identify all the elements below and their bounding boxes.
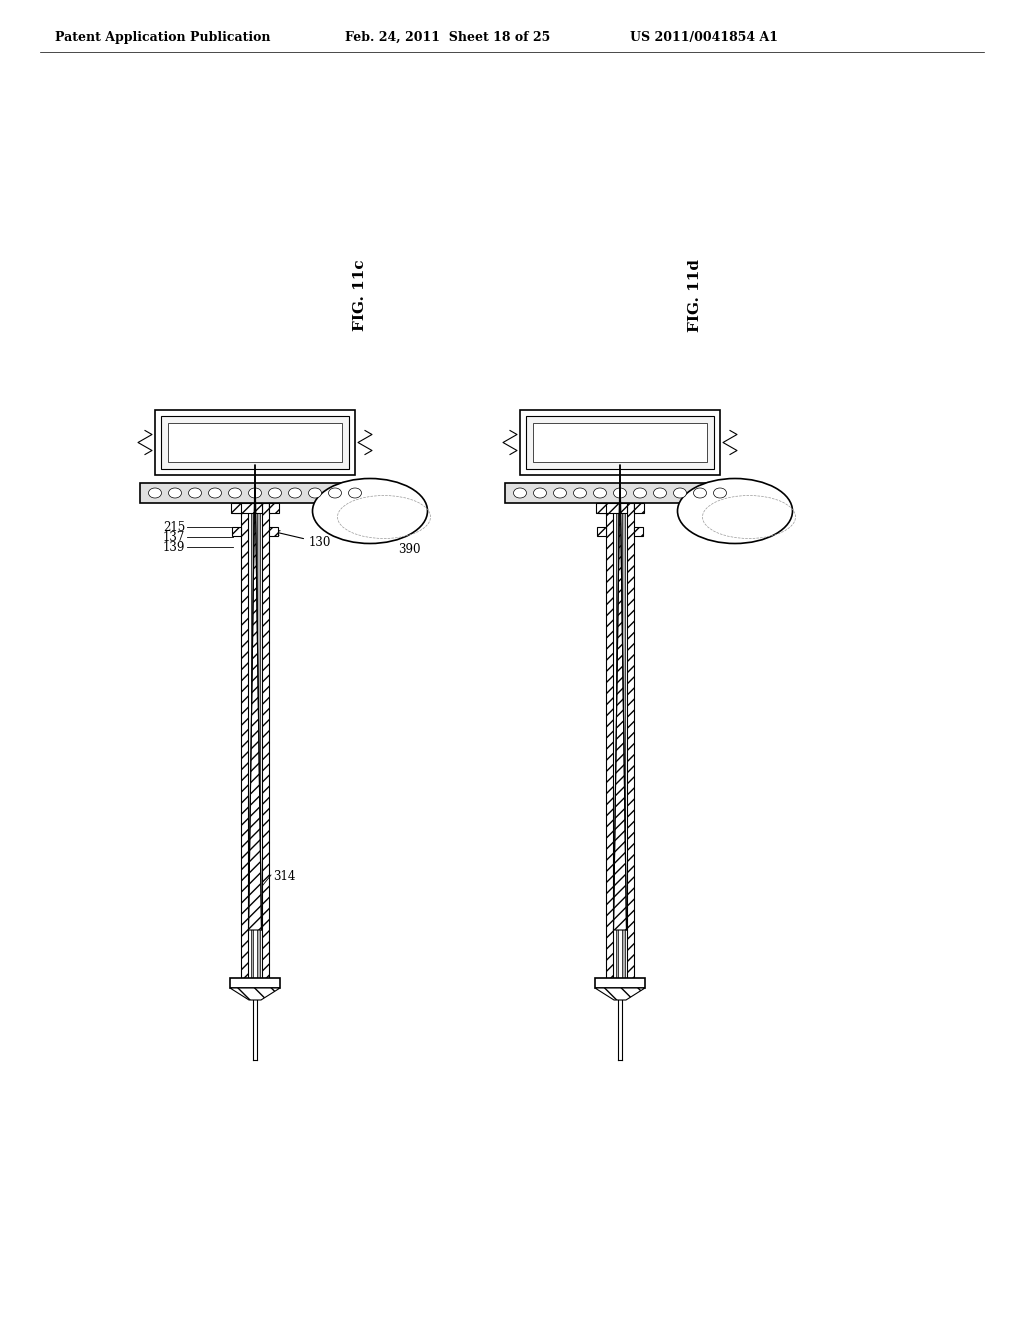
Bar [597, 527, 606, 536]
Bar [234, 503, 262, 513]
Ellipse shape [308, 488, 322, 498]
Ellipse shape [693, 488, 707, 498]
Text: FIG. 11d: FIG. 11d [688, 259, 702, 331]
Bar [251, 503, 253, 990]
Ellipse shape [188, 488, 202, 498]
Bar [230, 978, 280, 987]
Ellipse shape [148, 488, 162, 498]
Bar [627, 503, 634, 990]
Bar [526, 416, 714, 469]
Ellipse shape [674, 488, 686, 498]
Bar [599, 503, 627, 513]
Bar [634, 527, 643, 536]
Ellipse shape [268, 488, 282, 498]
Bar [534, 422, 707, 462]
Ellipse shape [209, 488, 221, 498]
Text: US 2011/0041854 A1: US 2011/0041854 A1 [630, 30, 778, 44]
Bar [232, 527, 241, 536]
Ellipse shape [714, 488, 726, 498]
Bar [505, 483, 735, 503]
Bar [595, 978, 645, 987]
Ellipse shape [678, 479, 793, 544]
Bar [606, 503, 613, 990]
Bar [622, 503, 625, 990]
Bar [520, 411, 720, 475]
Text: 390: 390 [398, 543, 421, 556]
Polygon shape [230, 987, 280, 1001]
Bar [634, 503, 644, 513]
Text: Patent Application Publication: Patent Application Publication [55, 30, 270, 44]
Bar [634, 503, 636, 513]
Ellipse shape [329, 488, 341, 498]
Bar [262, 503, 269, 990]
Text: 139: 139 [163, 541, 185, 554]
Bar [140, 483, 370, 503]
Bar [155, 411, 355, 475]
Bar [257, 503, 259, 990]
Ellipse shape [513, 488, 526, 498]
Bar [241, 503, 248, 990]
Bar [161, 416, 349, 469]
Bar [231, 503, 241, 513]
Bar [269, 527, 278, 536]
Ellipse shape [289, 488, 301, 498]
Ellipse shape [554, 488, 566, 498]
Ellipse shape [312, 479, 427, 544]
Bar [596, 503, 606, 513]
Polygon shape [613, 465, 627, 931]
Ellipse shape [653, 488, 667, 498]
Text: 137: 137 [163, 531, 185, 544]
Text: FIG. 11c: FIG. 11c [353, 259, 367, 331]
Ellipse shape [348, 488, 361, 498]
Ellipse shape [594, 488, 606, 498]
Bar [168, 422, 342, 462]
Text: Feb. 24, 2011  Sheet 18 of 25: Feb. 24, 2011 Sheet 18 of 25 [345, 30, 550, 44]
Text: 314: 314 [273, 870, 295, 883]
Bar [269, 503, 271, 513]
Bar [269, 503, 279, 513]
Ellipse shape [228, 488, 242, 498]
Text: 215: 215 [163, 521, 185, 535]
Ellipse shape [634, 488, 646, 498]
Ellipse shape [534, 488, 547, 498]
Polygon shape [249, 465, 261, 931]
Polygon shape [595, 987, 645, 1001]
Ellipse shape [249, 488, 261, 498]
Text: 130: 130 [274, 531, 332, 549]
Bar [615, 503, 618, 990]
Ellipse shape [613, 488, 627, 498]
Ellipse shape [169, 488, 181, 498]
Ellipse shape [573, 488, 587, 498]
